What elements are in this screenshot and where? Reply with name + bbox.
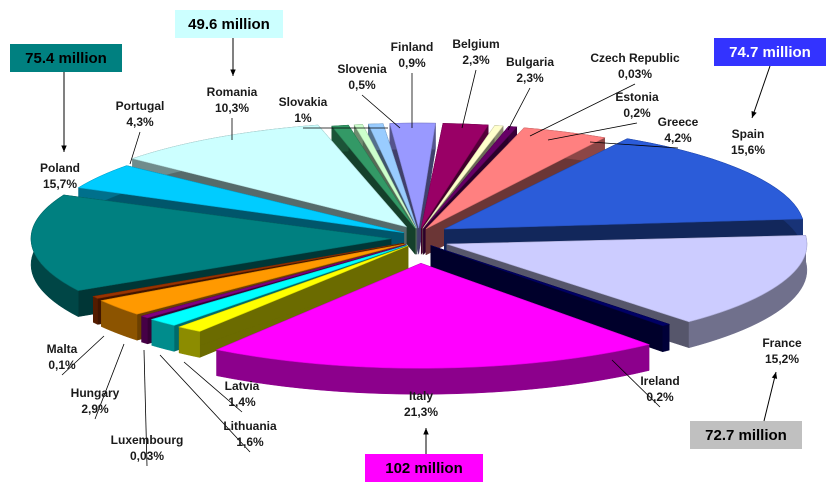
leader-lines <box>61 69 679 467</box>
callout-boxes: 49.6 million 75.4 million 74.7 million 72.7… <box>10 10 826 482</box>
slice-value-estonia: 0,2% <box>623 106 651 120</box>
slice-value-ireland: 0,2% <box>646 390 674 404</box>
slice-value-belgium: 2,3% <box>462 53 490 67</box>
slice-label-finland: Finland <box>391 40 434 54</box>
slice-italy <box>215 262 651 369</box>
slice-finland <box>367 123 418 229</box>
slice-label-lithuania: Lithuania <box>223 419 277 433</box>
slice-hungary <box>100 243 405 315</box>
slice-side-malta <box>92 295 98 325</box>
slice-value-finland: 0,9% <box>398 56 426 70</box>
leader-malta <box>61 335 105 376</box>
slice-label-romania: Romania <box>207 85 258 99</box>
leader-greece <box>589 141 679 149</box>
callout-box-romania <box>175 10 283 38</box>
callout-arrow-france <box>763 371 777 422</box>
slice-side-latvia <box>178 326 200 358</box>
slice-bulgaria <box>420 123 489 229</box>
callout-text-romania: 49.6 million <box>188 16 270 33</box>
leader-luxembourg <box>143 349 148 467</box>
slice-label-poland: Poland <box>40 161 80 175</box>
slice-value-latvia: 1,4% <box>228 395 256 409</box>
slice-label-greece: Greece <box>658 115 699 129</box>
slice-value-spain: 15,6% <box>731 143 765 157</box>
slice-label-estonia: Estonia <box>615 90 659 104</box>
leader-lithuania <box>159 354 251 453</box>
slice-label-czech-republic: Czech Republic <box>590 51 680 65</box>
slice-slovakia <box>331 124 416 229</box>
slice-lithuania <box>150 244 407 326</box>
leader-slovenia <box>361 94 401 129</box>
slice-value-italy: 21,3% <box>404 405 438 419</box>
callout-arrowhead-spain <box>751 111 757 118</box>
callout-text-spain: 74.7 million <box>729 44 811 61</box>
slice-label-portugal: Portugal <box>116 99 165 113</box>
slice-label-spain: Spain <box>732 127 765 141</box>
leader-latvia <box>183 361 243 413</box>
slice-czech-republic <box>422 125 504 229</box>
callout-arrowhead-romania <box>230 69 236 76</box>
leader-czech-republic <box>529 83 636 137</box>
callout-box-france <box>690 421 802 449</box>
slice-value-slovenia: 0,5% <box>348 78 376 92</box>
slice-greece <box>425 127 606 230</box>
slice-label-bulgaria: Bulgaria <box>506 55 554 69</box>
leader-bulgaria <box>507 87 531 131</box>
slice-label-hungary: Hungary <box>71 386 120 400</box>
callout-text-italy: 102 million <box>385 460 463 477</box>
slice-latvia <box>178 245 409 332</box>
slice-ireland <box>430 245 671 327</box>
leader-ireland <box>611 359 661 408</box>
slice-value-bulgaria: 2,3% <box>516 71 544 85</box>
slice-portugal <box>77 165 404 233</box>
slice-label-ireland: Ireland <box>640 374 679 388</box>
slice-value-slovakia: 1% <box>294 111 312 125</box>
slice-label-slovenia: Slovenia <box>337 62 387 76</box>
slice-france <box>446 235 808 323</box>
slice-estonia <box>423 126 518 229</box>
slice-poland <box>30 194 392 291</box>
slice-value-romania: 10,3% <box>215 101 249 115</box>
callout-arrowhead-italy <box>423 428 429 435</box>
slice-labels: Belgium 2,3% Bulgaria 2,3% Czech Republic 0,0… <box>40 37 802 463</box>
slice-value-portugal: 4,3% <box>126 115 154 129</box>
slice-malta <box>92 242 404 299</box>
callout-box-poland <box>10 44 122 72</box>
callout-arrowhead-poland <box>61 145 67 152</box>
slice-value-malta: 0,1% <box>48 358 76 372</box>
slice-value-france: 15,2% <box>765 352 799 366</box>
slice-value-czech-republic: 0,03% <box>618 67 652 81</box>
slice-label-latvia: Latvia <box>225 379 260 393</box>
slice-luxembourg <box>140 244 407 319</box>
slice-label-slovakia: Slovakia <box>279 95 328 109</box>
slice-value-hungary: 2,9% <box>81 402 109 416</box>
slice-label-france: France <box>762 336 802 350</box>
slice-label-belgium: Belgium <box>452 37 499 51</box>
leader-belgium <box>461 69 477 129</box>
slice-value-luxembourg: 0,03% <box>130 449 164 463</box>
callout-text-france: 72.7 million <box>705 427 787 444</box>
slice-side-luxembourg <box>141 315 148 345</box>
callout-arrowhead-france <box>771 372 778 379</box>
callout-arrow-spain <box>751 65 771 119</box>
callout-text-poland: 75.4 million <box>25 50 107 67</box>
slice-slovenia <box>353 124 417 229</box>
leader-portugal <box>129 131 141 165</box>
pie-tops <box>30 122 808 369</box>
leader-hungary <box>94 343 125 420</box>
slice-romania <box>131 124 408 228</box>
slice-side-ireland <box>662 323 670 353</box>
slice-label-italy: Italy <box>409 389 433 403</box>
slice-value-lithuania: 1,6% <box>236 435 264 449</box>
slice-label-luxembourg: Luxembourg <box>111 433 184 447</box>
callout-box-italy <box>365 454 483 482</box>
slice-label-malta: Malta <box>47 342 78 356</box>
callout-box-spain <box>714 38 826 66</box>
slice-belgium <box>389 122 436 229</box>
slice-value-poland: 15,7% <box>43 177 77 191</box>
slice-value-greece: 4,2% <box>664 131 692 145</box>
leader-estonia <box>547 122 638 141</box>
slice-spain <box>444 138 804 230</box>
